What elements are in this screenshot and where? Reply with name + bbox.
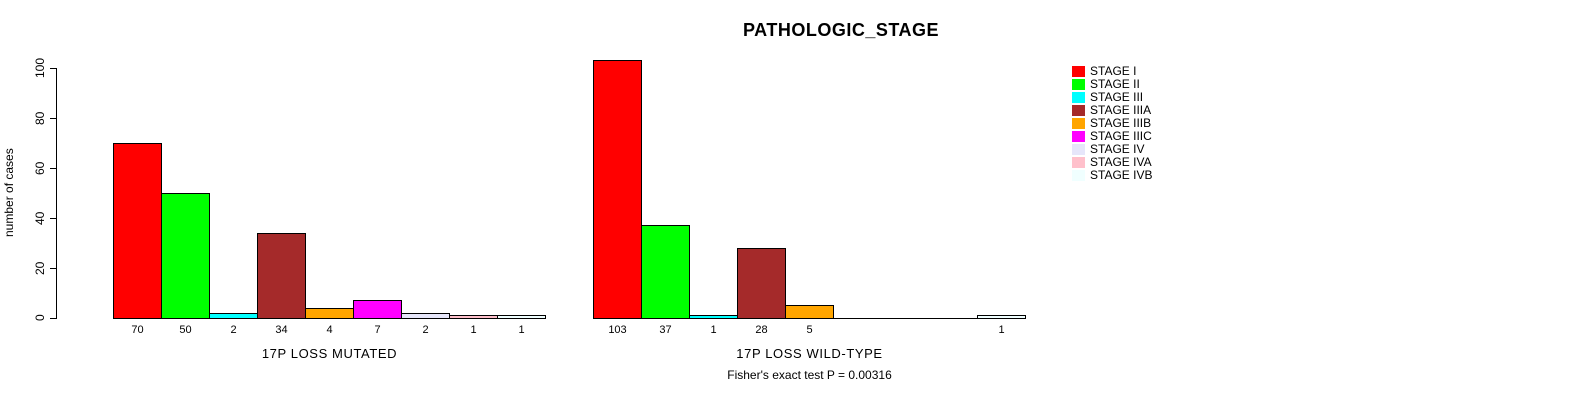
- bar-stage-iii: [689, 315, 738, 319]
- bar-value-label: 1: [710, 324, 717, 336]
- y-axis-tick-mark: [50, 68, 56, 69]
- bar-value-label: 28: [755, 324, 768, 336]
- bar-stage-iiia: [737, 248, 786, 319]
- y-axis-line: [56, 68, 57, 319]
- y-axis-label: number of cases: [2, 148, 16, 238]
- y-axis-tick-label: 80: [33, 111, 47, 125]
- legend-item: STAGE IV: [1072, 143, 1152, 156]
- chart-title: PATHOLOGIC_STAGE: [742, 20, 940, 40]
- bar-value-label: 1: [470, 324, 477, 336]
- legend: STAGE I STAGE II STAGE III STAGE IIIA STAGE …: [1072, 65, 1152, 182]
- legend-item: STAGE III: [1072, 91, 1152, 104]
- legend-label: STAGE III: [1090, 90, 1144, 104]
- legend-label: STAGE I: [1090, 64, 1137, 78]
- bar-stage-ivb: [497, 315, 546, 319]
- legend-label: STAGE IIIA: [1090, 103, 1152, 117]
- bar-stage-ii: [161, 193, 210, 319]
- bar-value-label: 7: [374, 324, 381, 336]
- fisher-test-annotation: Fisher's exact test P = 0.00316: [727, 368, 892, 382]
- bar-value-label: 4: [326, 324, 333, 336]
- y-axis-tick-mark: [50, 118, 56, 119]
- bar-stage-iiia: [257, 233, 306, 319]
- legend-swatch: [1072, 118, 1085, 129]
- legend-swatch: [1072, 157, 1085, 168]
- legend-label: STAGE IIIC: [1090, 129, 1152, 143]
- legend-swatch: [1072, 144, 1085, 155]
- y-axis-tick-mark: [50, 218, 56, 219]
- bar-value-label: 34: [275, 324, 288, 336]
- legend-item: STAGE I: [1072, 65, 1152, 78]
- bar-value-label: 37: [659, 324, 672, 336]
- bar-stage-iva: [449, 315, 498, 319]
- legend-swatch: [1072, 131, 1085, 142]
- bar-stage-iiib: [785, 305, 834, 319]
- bar-value-label: 5: [806, 324, 813, 336]
- legend-label: STAGE II: [1090, 77, 1140, 91]
- legend-item: STAGE IVB: [1072, 169, 1152, 182]
- legend-label: STAGE IIIB: [1090, 116, 1152, 130]
- bar-value-label: 2: [422, 324, 429, 336]
- legend-item: STAGE IIIA: [1072, 104, 1152, 117]
- legend-swatch: [1072, 66, 1085, 77]
- bar-value-label: 1: [998, 324, 1005, 336]
- legend-swatch: [1072, 105, 1085, 116]
- bar-stage-i: [113, 143, 162, 319]
- y-axis-tick-mark: [50, 318, 56, 319]
- y-axis-tick-label: 40: [33, 211, 47, 225]
- legend-label: STAGE IV: [1090, 142, 1145, 156]
- bar-value-label: 70: [131, 324, 144, 336]
- bar-value-label: 2: [230, 324, 237, 336]
- bar-value-label: 1: [518, 324, 525, 336]
- bar-stage-iii: [209, 313, 258, 319]
- y-axis-tick-label: 0: [33, 314, 47, 322]
- legend-label: STAGE IVB: [1090, 168, 1153, 182]
- y-axis-tick-mark: [50, 168, 56, 169]
- legend-swatch: [1072, 79, 1085, 90]
- y-axis-tick-mark: [50, 268, 56, 269]
- bar-stage-ivb: [977, 315, 1026, 319]
- bar-stage-i: [593, 60, 642, 319]
- legend-swatch: [1072, 92, 1085, 103]
- legend-item: STAGE IVA: [1072, 156, 1152, 169]
- x-axis-group-label: 17P LOSS MUTATED: [261, 346, 398, 361]
- bar-stage-ii: [641, 225, 690, 319]
- bar-value-label: 103: [608, 324, 627, 336]
- bar-stage-iiic: [353, 300, 402, 319]
- bar-stage-iv: [401, 313, 450, 319]
- legend-label: STAGE IVA: [1090, 155, 1152, 169]
- legend-swatch: [1072, 170, 1085, 181]
- legend-item: STAGE IIIC: [1072, 130, 1152, 143]
- legend-item: STAGE II: [1072, 78, 1152, 91]
- y-axis-tick-label: 20: [33, 261, 47, 275]
- y-axis-tick-label: 100: [33, 57, 47, 79]
- legend-item: STAGE IIIB: [1072, 117, 1152, 130]
- x-axis-group-label: 17P LOSS WILD-TYPE: [736, 346, 883, 361]
- y-axis-tick-label: 60: [33, 161, 47, 175]
- bar-stage-iiib: [305, 308, 354, 319]
- bar-value-label: 50: [179, 324, 192, 336]
